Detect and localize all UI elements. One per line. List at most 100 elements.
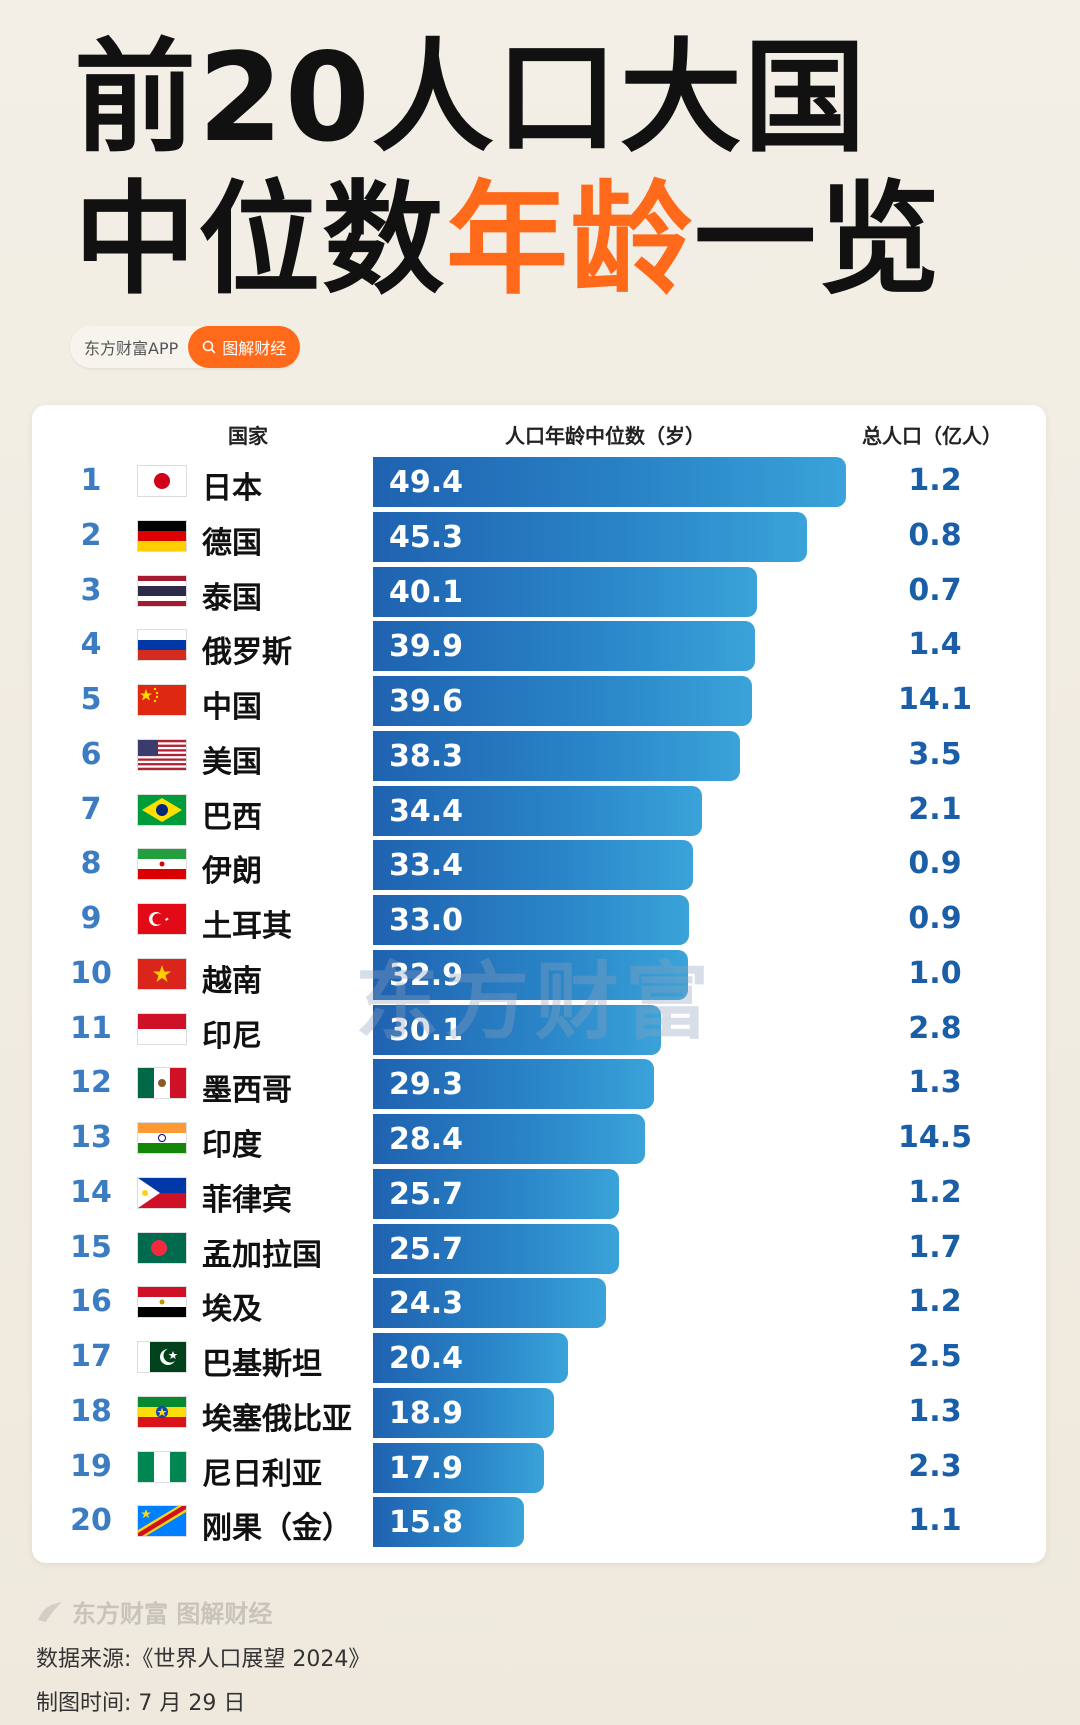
title-accent: 年龄 bbox=[446, 169, 694, 311]
country-name: 中国 bbox=[202, 690, 262, 725]
median-age-value: 20.4 bbox=[389, 1341, 464, 1376]
median-age-bar: 20.4 bbox=[373, 1333, 569, 1383]
header-median: 人口年龄中位数（岁） bbox=[505, 424, 705, 448]
median-age-bar: 40.1 bbox=[373, 566, 757, 617]
population-value: 1.7 bbox=[908, 1229, 962, 1265]
country-name: 巴西 bbox=[202, 799, 262, 835]
table-row: 2 德国 45.3 0.8 bbox=[0, 510, 1080, 564]
median-age-bar: 49.4 bbox=[373, 457, 846, 507]
rank-number: 19 bbox=[70, 1448, 112, 1484]
footer-source: 数据来源:《世界人口展望 2024》 bbox=[36, 1647, 371, 1672]
table-row: 19 尼日利亚 17.9 2.3 bbox=[0, 1441, 1080, 1495]
header-country: 国家 bbox=[228, 424, 268, 448]
rank-number: 20 bbox=[70, 1503, 112, 1539]
brazil-flag-icon bbox=[137, 793, 187, 826]
median-age-value: 33.0 bbox=[389, 903, 464, 938]
brand-logo-icon bbox=[38, 1601, 62, 1622]
title-part-a: 中位数 bbox=[74, 169, 446, 311]
median-age-value: 45.3 bbox=[389, 519, 464, 555]
page-title-line1: 前20人口大国 bbox=[74, 27, 868, 169]
table-row: 15 孟加拉国 25.7 1.7 bbox=[0, 1222, 1080, 1276]
table-row: 1 日本 49.4 1.2 bbox=[0, 455, 1080, 509]
population-value: 0.9 bbox=[908, 901, 962, 936]
japan-flag-icon bbox=[137, 465, 187, 497]
rank-number: 17 bbox=[70, 1339, 112, 1374]
median-age-bar: 32.9 bbox=[373, 949, 688, 1000]
country-name: 刚果（金） bbox=[202, 1511, 352, 1547]
population-value: 1.2 bbox=[908, 1284, 962, 1320]
median-age-value: 40.1 bbox=[389, 574, 464, 610]
rank-number: 6 bbox=[80, 736, 102, 772]
footer-date: 制图时间: 7 月 29 日 bbox=[36, 1691, 246, 1716]
country-name: 俄罗斯 bbox=[202, 635, 292, 671]
median-age-bar: 45.3 bbox=[373, 511, 807, 562]
header-population: 总人口（亿人） bbox=[862, 424, 1002, 448]
population-value: 0.7 bbox=[908, 572, 962, 608]
table-row: 7 巴西 34.4 2.1 bbox=[0, 784, 1080, 838]
population-value: 1.1 bbox=[908, 1503, 962, 1539]
rank-number: 3 bbox=[80, 572, 102, 608]
country-name: 印尼 bbox=[202, 1018, 262, 1054]
median-age-value: 30.1 bbox=[389, 1012, 464, 1048]
median-age-value: 33.4 bbox=[389, 848, 464, 884]
table-row: 5 中国 39.6 14.1 bbox=[0, 674, 1080, 728]
median-age-bar: 39.6 bbox=[373, 676, 753, 726]
table-row: 17 巴基斯坦 20.4 2.5 bbox=[0, 1331, 1080, 1385]
rank-number: 10 bbox=[70, 955, 112, 991]
pakistan-flag-icon bbox=[137, 1341, 187, 1373]
drcongo-flag-icon bbox=[137, 1505, 187, 1538]
median-age-value: 18.9 bbox=[389, 1395, 464, 1431]
bangladesh-flag-icon bbox=[137, 1231, 187, 1264]
country-name: 泰国 bbox=[202, 580, 262, 616]
rank-number: 16 bbox=[70, 1284, 112, 1320]
country-name: 德国 bbox=[202, 525, 262, 561]
population-value: 1.2 bbox=[908, 1174, 962, 1210]
brand-app-label: 东方财富APP bbox=[84, 339, 179, 358]
population-value: 1.0 bbox=[908, 955, 962, 991]
median-age-value: 39.9 bbox=[389, 629, 464, 665]
egypt-flag-icon bbox=[137, 1286, 187, 1319]
indonesia-flag-icon bbox=[137, 1012, 187, 1045]
rank-number: 15 bbox=[70, 1229, 112, 1265]
median-age-value: 34.4 bbox=[389, 793, 464, 829]
footer-brand: 东方财富 图解财经 bbox=[36, 1594, 272, 1629]
median-age-value: 29.3 bbox=[389, 1067, 464, 1103]
rank-number: 11 bbox=[70, 1010, 112, 1046]
table-row: 14 菲律宾 25.7 1.2 bbox=[0, 1167, 1080, 1221]
usa-flag-icon bbox=[137, 738, 187, 771]
watermark: 东方财富 bbox=[355, 953, 716, 1051]
rank-number: 1 bbox=[80, 463, 102, 498]
mexico-flag-icon bbox=[137, 1067, 187, 1100]
country-name: 伊朗 bbox=[202, 854, 262, 890]
search-pill-label: 图解财经 bbox=[222, 339, 287, 358]
country-name: 埃及 bbox=[202, 1292, 262, 1328]
vietnam-flag-icon bbox=[137, 957, 187, 990]
median-age-bar: 25.7 bbox=[373, 1223, 620, 1274]
median-age-value: 25.7 bbox=[389, 1231, 464, 1267]
footer-brand-text: 东方财富 图解财经 bbox=[72, 1600, 273, 1628]
rank-number: 14 bbox=[70, 1174, 112, 1210]
population-value: 1.2 bbox=[908, 463, 962, 498]
search-pill[interactable]: 图解财经 bbox=[188, 326, 301, 368]
country-name: 印度 bbox=[202, 1128, 262, 1163]
china-flag-icon bbox=[137, 684, 187, 716]
median-age-bar: 15.8 bbox=[373, 1497, 525, 1548]
philippines-flag-icon bbox=[137, 1176, 187, 1209]
median-age-value: 25.7 bbox=[389, 1176, 464, 1212]
rank-number: 18 bbox=[70, 1393, 112, 1429]
russia-flag-icon bbox=[137, 629, 187, 662]
table-row: 16 埃及 24.3 1.2 bbox=[0, 1276, 1080, 1330]
population-value: 2.8 bbox=[908, 1010, 962, 1046]
country-name: 日本 bbox=[202, 471, 262, 506]
population-value: 2.3 bbox=[908, 1448, 962, 1484]
population-value: 0.9 bbox=[908, 846, 962, 882]
country-name: 墨西哥 bbox=[202, 1073, 292, 1109]
median-age-value: 24.3 bbox=[389, 1286, 464, 1322]
population-value: 1.4 bbox=[908, 627, 962, 663]
nigeria-flag-icon bbox=[137, 1450, 187, 1483]
median-age-bar: 33.0 bbox=[373, 895, 689, 945]
population-value: 2.1 bbox=[908, 791, 962, 827]
table-row: 20 刚果（金） 15.8 1.1 bbox=[0, 1495, 1080, 1549]
median-age-bar: 18.9 bbox=[373, 1387, 554, 1438]
population-value: 2.5 bbox=[908, 1339, 962, 1374]
